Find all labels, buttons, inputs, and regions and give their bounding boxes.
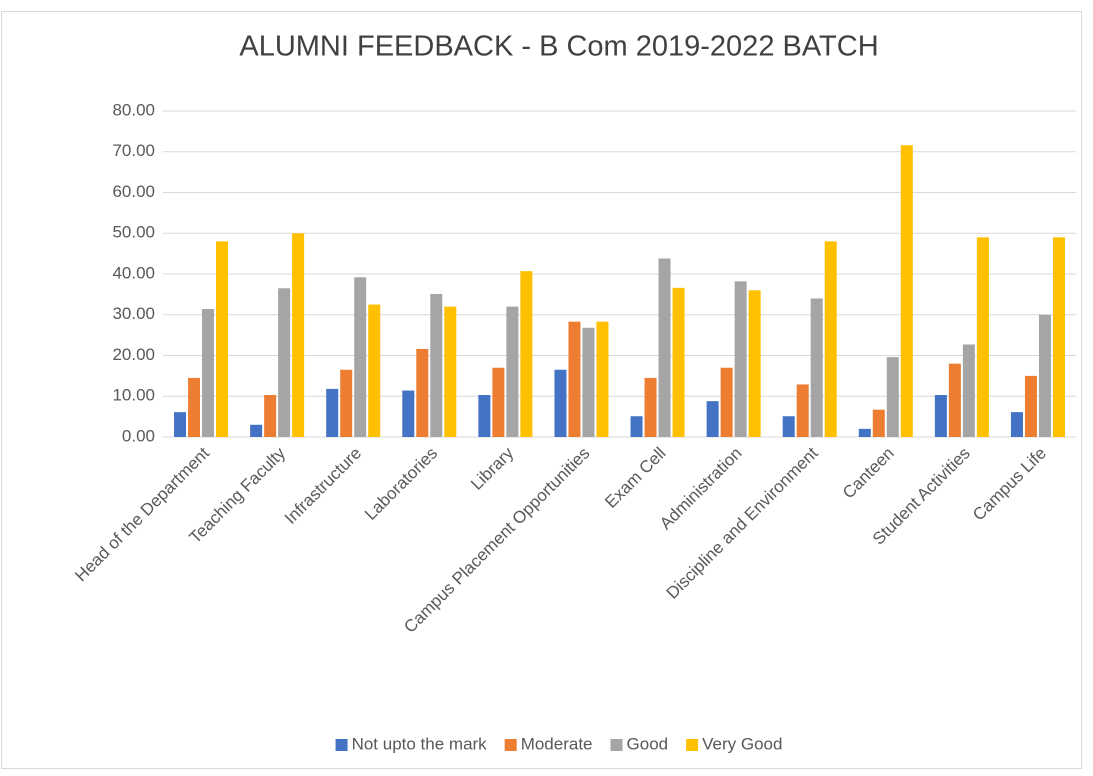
bar <box>444 306 457 437</box>
legend-swatch <box>610 739 623 751</box>
bar <box>292 233 305 437</box>
legend-label: Very Good <box>702 734 782 753</box>
bar <box>506 306 519 437</box>
bar <box>402 390 415 437</box>
legend-swatch <box>335 739 348 751</box>
bar <box>858 428 871 437</box>
legend-swatch <box>504 739 517 751</box>
chart-title: ALUMNI FEEDBACK - B Com 2019-2022 BATCH <box>239 31 878 63</box>
y-tick-label: 0.00 <box>122 426 155 445</box>
y-tick-label: 30.00 <box>112 304 155 323</box>
bar <box>1038 314 1051 437</box>
bar <box>250 424 263 437</box>
legend-label: Good <box>627 734 669 753</box>
bar <box>824 241 837 437</box>
bar <box>202 309 215 437</box>
bar <box>596 321 609 437</box>
bar <box>976 237 989 437</box>
bar <box>520 271 533 437</box>
bar <box>582 327 595 437</box>
bar <box>1010 412 1023 437</box>
bar <box>872 409 885 437</box>
bar <box>934 395 947 437</box>
y-tick-label: 20.00 <box>112 345 155 364</box>
bar <box>554 369 567 437</box>
bar <box>354 277 367 437</box>
bar <box>658 258 671 437</box>
bar <box>948 363 961 437</box>
bar <box>188 377 201 437</box>
y-tick-label: 40.00 <box>112 263 155 282</box>
bar <box>492 367 505 437</box>
y-tick-label: 60.00 <box>112 182 155 201</box>
bar <box>478 395 491 437</box>
bar <box>216 241 229 437</box>
y-tick-label: 50.00 <box>112 223 155 242</box>
bar <box>720 367 733 437</box>
bar <box>886 357 899 437</box>
y-tick-label: 10.00 <box>112 386 155 405</box>
bar <box>630 416 643 437</box>
bar <box>1024 375 1037 437</box>
bar <box>796 384 809 437</box>
bar <box>326 388 339 437</box>
bar <box>734 281 747 437</box>
bar <box>430 293 443 437</box>
bar <box>416 348 429 437</box>
legend-swatch <box>686 739 699 751</box>
legend-label: Not upto the mark <box>352 734 488 753</box>
bar <box>1052 237 1065 437</box>
bar <box>174 412 187 437</box>
bar <box>782 416 795 437</box>
bar <box>368 304 381 437</box>
bar <box>644 377 657 437</box>
chart-border <box>1 11 1082 769</box>
y-tick-label: 70.00 <box>112 141 155 160</box>
bar <box>264 395 277 437</box>
bar <box>962 344 975 437</box>
bar <box>706 401 719 437</box>
y-tick-label: 80.00 <box>112 100 155 119</box>
bar <box>568 321 581 437</box>
legend-label: Moderate <box>521 734 593 753</box>
bar <box>900 145 913 438</box>
bar <box>810 298 823 437</box>
bar <box>672 287 685 437</box>
bar <box>748 290 761 437</box>
bar <box>340 369 353 437</box>
bar <box>278 288 291 437</box>
